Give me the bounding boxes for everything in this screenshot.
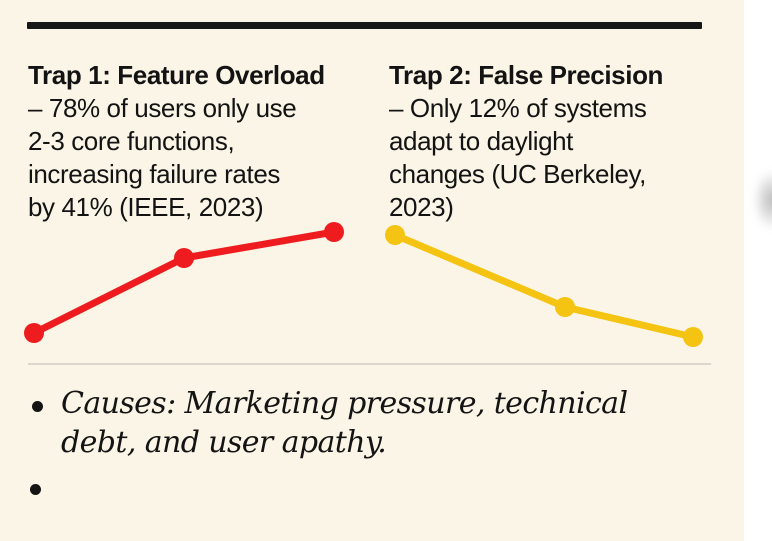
trap1-line: increasing failure rates bbox=[28, 159, 280, 189]
trap1-line: 2-3 core functions, bbox=[28, 126, 235, 156]
trap2-line: adapt to daylight bbox=[389, 126, 574, 156]
causes-line: debt, and user apathy. bbox=[61, 425, 387, 460]
annotation-trap2: Trap 2: False Precision – Only 12% of sy… bbox=[389, 59, 729, 224]
trap2-line: changes (UC Berkeley, bbox=[389, 159, 647, 189]
trap2-heading: Trap 2: False Precision bbox=[389, 60, 664, 90]
section-divider bbox=[28, 363, 711, 365]
trap1-line: by 41% (IEEE, 2023) bbox=[28, 192, 264, 222]
trap1-line: – 78% of users only use bbox=[28, 93, 297, 123]
annotation-trap1: Trap 1: Feature Overload – 78% of users … bbox=[28, 59, 388, 224]
trap1-heading: Trap 1: Feature Overload bbox=[28, 60, 325, 90]
trap2-line: 2023) bbox=[389, 192, 454, 222]
causes-line: Causes: Marketing pressure, technical bbox=[61, 386, 628, 421]
trap2-line: – Only 12% of systems bbox=[389, 93, 647, 123]
top-rule bbox=[27, 22, 702, 29]
bullet-marker bbox=[32, 401, 43, 412]
empty-bullet-marker bbox=[30, 484, 41, 495]
page-edge-shadow bbox=[746, 158, 772, 242]
causes-bullet-text: Causes: Marketing pressure, technical de… bbox=[61, 384, 711, 462]
page-edge bbox=[744, 0, 772, 541]
